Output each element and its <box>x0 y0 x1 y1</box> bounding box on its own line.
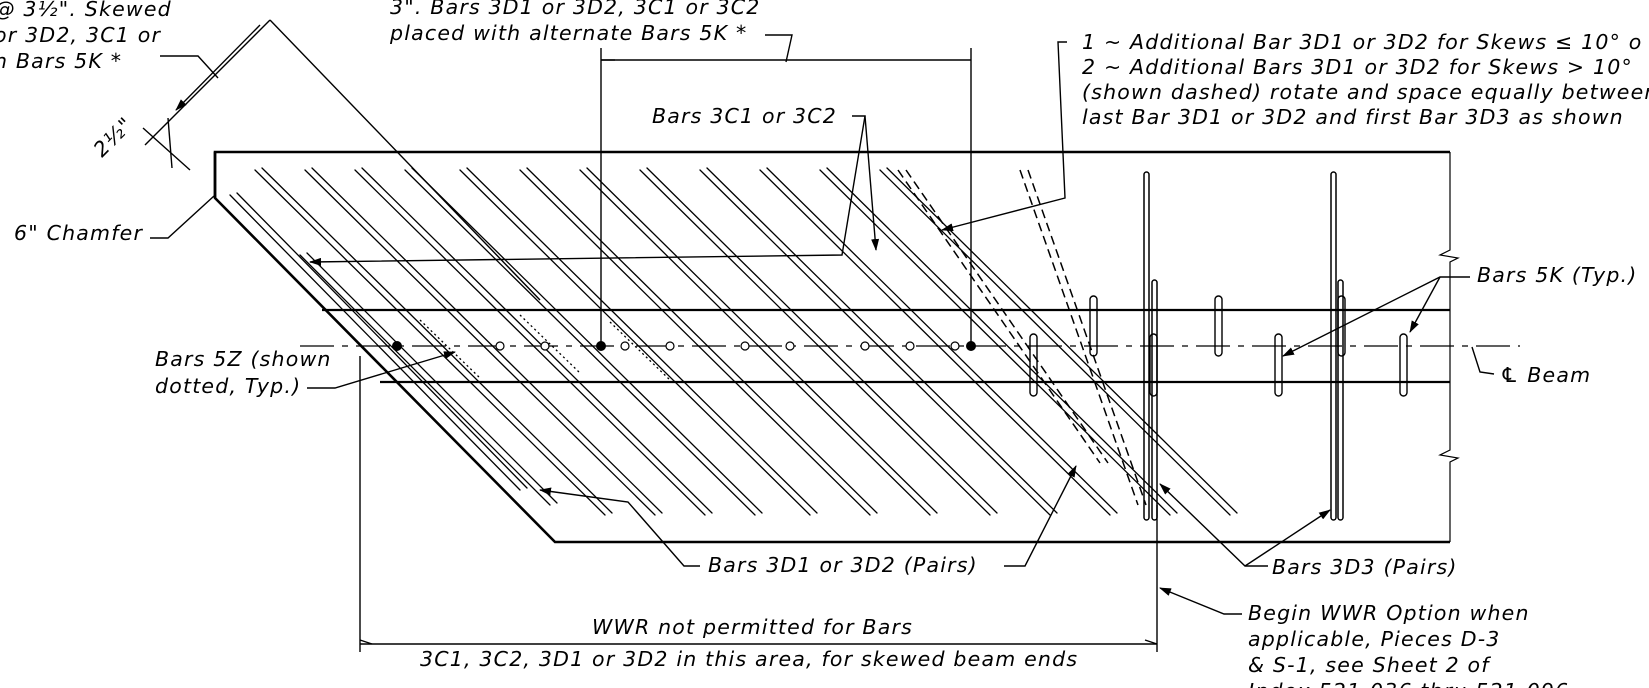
bar-3d-pair <box>759 169 1111 516</box>
bar-3d-pair <box>519 169 871 516</box>
additional-bars-dashed <box>897 169 1147 506</box>
bar-3d-pair <box>411 167 763 514</box>
bars-3c-leader <box>309 115 880 266</box>
label-top-left-2: or 3D2, 3C1 or <box>0 23 161 47</box>
note-line-3: (shown dashed) rotate and space equally … <box>1082 80 1649 104</box>
bar-3d-pair <box>579 169 931 516</box>
bar-3d-pair <box>254 169 606 516</box>
bars-5z-leader <box>307 351 456 389</box>
label-bars-3c: Bars 3C1 or 3C2 <box>652 104 837 128</box>
note-line-2: 2 ~ Additional Bars 3D1 or 3D2 for Skews… <box>1082 55 1633 79</box>
label-top-left-3: h Bars 5K * <box>0 49 122 73</box>
bar-end-circle <box>740 341 750 351</box>
bar-3d-pair <box>354 169 706 516</box>
bars-3d-pairs-leader <box>539 465 1077 567</box>
bar-3d-pair <box>361 167 713 514</box>
note-leader <box>941 41 1067 232</box>
chamfer-leader <box>150 195 215 239</box>
bar-3d-pair <box>306 252 558 504</box>
label-top-mid-2: placed with alternate Bars 5K * <box>389 21 747 45</box>
bar-end-circle <box>785 341 795 351</box>
bar-5k <box>1399 333 1408 397</box>
label-bars-5k: Bars 5K (Typ.) <box>1477 263 1637 287</box>
bar-3d-pair <box>879 169 1231 516</box>
bar-3d-pair <box>699 169 1051 516</box>
dim-2-5-label: 2½" <box>89 112 138 161</box>
bar-3d-pair <box>766 167 1118 514</box>
label-begin-1: Begin WWR Option when <box>1248 601 1530 625</box>
bar-3d-pair <box>646 167 998 514</box>
bar-end-circle <box>540 341 550 351</box>
beam-break-lines <box>1438 152 1460 542</box>
bar-5k <box>1029 333 1038 397</box>
top-left-leader <box>160 55 219 79</box>
bar-end-circle <box>495 341 505 351</box>
bar-end-circle <box>665 341 675 351</box>
label-chamfer: 6" Chamfer <box>14 221 143 245</box>
beam-outline <box>213 150 1450 544</box>
bar-3d-pair <box>826 167 1178 514</box>
begin-wwr-leader <box>1159 587 1242 615</box>
label-begin-2: applicable, Pieces D-3 <box>1248 627 1501 651</box>
bar-3d-pair <box>299 254 551 506</box>
label-bars-5z-1: Bars 5Z (shown <box>155 347 332 371</box>
note-line-4: last Bar 3D1 or 3D2 and first Bar 3D3 as… <box>1082 105 1624 129</box>
bars-5k-stirrups <box>419 295 1408 397</box>
label-wwr-2: 3C1, 3C2, 3D1 or 3D2 in this area, for s… <box>420 647 1078 671</box>
bar-3d-pair <box>304 169 656 516</box>
bar-3d-pair <box>706 167 1058 514</box>
label-top-mid-1: 3". Bars 3D1 or 3D2, 3C1 or 3C2 <box>390 0 761 19</box>
label-bars-5z-2: dotted, Typ.) <box>155 374 301 398</box>
bar-end-circle <box>950 341 960 351</box>
bars-3d3-leader <box>1159 483 1331 567</box>
label-wwr-1: WWR not permitted for Bars <box>592 615 913 639</box>
bar-end-circle <box>620 341 630 351</box>
bars-5k-leader <box>1282 276 1470 357</box>
bottom-dimension <box>359 356 1158 652</box>
bar-5k <box>1274 333 1283 397</box>
bar-3d-pair <box>229 194 521 491</box>
bar-3d-pair <box>819 169 1171 516</box>
label-bars-3d-pairs: Bars 3D1 or 3D2 (Pairs) <box>708 553 978 577</box>
bar-3d-pair <box>586 167 938 514</box>
bar-3d-pair <box>639 169 991 516</box>
bar-3d-pair <box>526 167 878 514</box>
bar-3d-pair <box>236 192 528 489</box>
bar-5z <box>419 319 481 379</box>
label-begin-3: & S-1, see Sheet 2 of <box>1248 653 1491 677</box>
bar-end-circle <box>860 341 870 351</box>
bar-5z <box>609 321 671 381</box>
label-bars-3d3: Bars 3D3 (Pairs) <box>1272 555 1458 579</box>
bars-3d3 <box>1143 171 1344 521</box>
bar-5k <box>1214 295 1223 357</box>
diagonal-bars-3d <box>229 167 1238 516</box>
label-top-left-1: @ 3½". Skewed <box>0 0 172 21</box>
label-cl-beam: ℄ Beam <box>1500 363 1591 387</box>
dim-2-5 <box>142 19 541 301</box>
bar-3d-pair <box>261 167 613 514</box>
bar-3d-pair <box>311 167 663 514</box>
label-begin-4: Index 521-036 thru 521-096 <box>1248 679 1569 688</box>
note-line-1: 1 ~ Additional Bar 3D1 or 3D2 for Skews … <box>1082 30 1643 54</box>
bar-3d-pair <box>459 169 811 516</box>
bar-end-circle <box>905 341 915 351</box>
bar-5z <box>519 314 581 374</box>
bar-5k <box>1149 333 1158 397</box>
top-mid-dimension <box>600 34 972 346</box>
bar-3d-pair <box>466 167 818 514</box>
cl-beam-leader <box>1471 346 1495 375</box>
bar-3d-pair <box>404 169 756 516</box>
